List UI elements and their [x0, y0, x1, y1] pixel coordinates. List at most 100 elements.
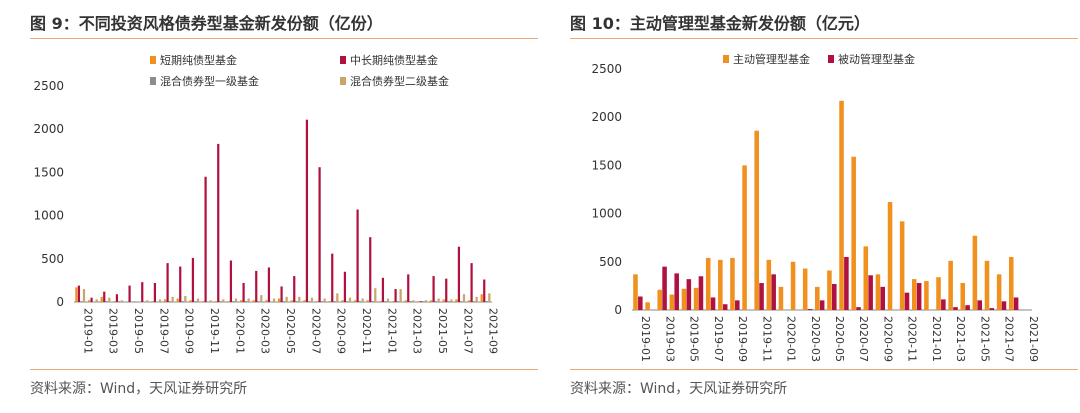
left-bar-2019-10-2	[194, 301, 197, 302]
right-bar-2019-04-0	[669, 294, 675, 310]
left-bar-2021-04-0	[417, 301, 420, 302]
right-y-tick-label: 1000	[591, 207, 622, 221]
left-bar-2019-02-1	[90, 297, 93, 302]
left-y-tick-label: 500	[41, 252, 64, 266]
left-x-tick-label: 2021-07	[461, 308, 474, 354]
left-bar-2021-04-3	[424, 300, 428, 302]
right-bar-2020-03-0	[802, 268, 808, 310]
right-x-tick-label: 2019-01	[639, 316, 652, 362]
left-bar-2021-01-2	[384, 301, 387, 302]
right-bar-2020-12-1	[916, 283, 922, 310]
left-bar-2020-11-1	[356, 209, 359, 302]
left-bar-2020-08-1	[318, 167, 321, 302]
right-x-tick-label: 2021-03	[954, 316, 967, 362]
right-bar-2019-11-1	[759, 283, 764, 310]
left-bar-2019-12-2	[219, 301, 222, 302]
right-x-tick-label: 2020-05	[833, 316, 846, 362]
left-bar-2020-07-1	[305, 119, 309, 302]
left-bar-2021-03-2	[409, 301, 412, 302]
left-bar-2021-05-0	[429, 300, 433, 302]
left-bar-2020-02-0	[239, 300, 243, 302]
left-bar-2019-12-1	[217, 143, 220, 302]
right-x-tick-label: 2019-09	[736, 316, 749, 362]
left-x-tick-label: 2021-03	[411, 308, 424, 354]
right-x-tick-label: 2021-09	[1027, 316, 1040, 362]
left-bar-2020-09-0	[328, 301, 331, 302]
left-x-tick-label: 2020-09	[335, 308, 348, 354]
right-bar-2021-08-1	[1013, 297, 1019, 310]
left-bar-2019-05-3	[133, 301, 136, 302]
left-bar-2019-09-2	[181, 301, 184, 302]
left-bar-2020-09-2	[333, 301, 336, 302]
right-x-tick-label: 2019-03	[663, 316, 676, 362]
left-x-tick-label: 2020-03	[259, 308, 272, 354]
right-bar-2021-01-0	[924, 281, 929, 310]
right-y-tick-label: 2000	[591, 110, 622, 124]
left-bar-2019-01-3	[82, 289, 86, 302]
right-bar-2019-09-0	[730, 257, 735, 310]
right-bar-2019-03-1	[662, 266, 667, 310]
left-bottom-divider	[30, 369, 538, 370]
right-y-tick-label: 1500	[591, 158, 622, 172]
right-x-tick-label: 2020-01	[785, 316, 798, 362]
left-bar-2019-10-3	[196, 298, 200, 302]
left-bar-2019-01-0	[75, 287, 78, 302]
left-bar-2020-04-3	[272, 298, 276, 302]
left-bar-2019-11-3	[209, 300, 212, 302]
left-bar-2020-04-0	[265, 300, 268, 302]
left-bar-2019-08-1	[166, 263, 169, 302]
left-bar-2019-03-0	[100, 296, 103, 302]
left-bar-2019-04-3	[120, 300, 124, 302]
left-bar-2019-02-3	[95, 299, 98, 302]
left-x-tick-label: 2020-11	[360, 308, 373, 354]
left-bar-2021-02-3	[399, 289, 402, 302]
left-bar-2020-05-0	[277, 298, 281, 302]
left-y-tick-label: 1000	[33, 209, 64, 223]
left-bar-2020-07-2	[308, 301, 311, 302]
left-bar-2020-07-0	[303, 300, 306, 302]
right-bar-2020-06-1	[844, 256, 849, 310]
right-bar-2019-01-1	[638, 296, 643, 310]
right-y-tick-label: 500	[599, 255, 622, 269]
left-bar-2020-12-2	[371, 301, 374, 302]
left-bar-2021-07-3	[462, 294, 466, 302]
right-bar-2019-09-1	[735, 300, 740, 310]
left-bar-2020-09-1	[331, 253, 334, 302]
left-bar-2019-12-3	[222, 299, 225, 302]
left-bar-2020-12-0	[366, 300, 369, 302]
left-bar-2020-08-2	[321, 301, 324, 302]
left-legend-label: 混合债券型一级基金	[160, 74, 259, 88]
left-bar-2021-04-1	[419, 301, 423, 302]
left-bar-2021-01-3	[386, 298, 390, 302]
left-x-tick-label: 2021-01	[385, 308, 398, 354]
right-x-tick-label: 2020-07	[857, 316, 870, 362]
left-y-tick-label: 0	[56, 295, 64, 309]
left-legend-swatch	[340, 77, 346, 85]
right-bar-chart: 0 500 1000 1500 2000 2500 2019-01 2019-03 2019-0…	[591, 52, 1040, 362]
left-bar-2020-01-0	[227, 301, 230, 302]
left-y-tick-label: 1500	[33, 165, 64, 179]
left-bar-2020-12-3	[374, 288, 377, 302]
left-x-tick-label: 2021-05	[436, 308, 449, 354]
left-bar-2020-01-2	[232, 301, 235, 302]
right-x-tick-label: 2021-01	[930, 316, 943, 362]
left-bar-2021-07-2	[460, 301, 463, 302]
right-bar-2021-03-0	[948, 260, 953, 310]
left-bar-2019-02-0	[87, 300, 91, 302]
right-bar-2021-05-0	[972, 235, 978, 310]
left-bar-2020-06-2	[295, 301, 298, 302]
left-bar-2019-04-0	[113, 301, 116, 302]
left-bar-2019-09-1	[179, 266, 182, 302]
right-bar-2021-04-1	[965, 305, 970, 310]
right-bottom-divider	[570, 369, 1078, 370]
left-bar-2021-02-1	[394, 289, 397, 302]
left-bar-2021-01-1	[381, 277, 385, 302]
right-bar-2019-05-0	[681, 288, 687, 310]
left-bar-2019-09-3	[184, 295, 187, 302]
left-bar-2021-09-1	[483, 279, 486, 302]
left-chart-title: 图 9：不同投资风格债券型基金新发份额（亿份）	[30, 14, 383, 33]
left-bar-2021-07-1	[457, 246, 461, 302]
right-bar-2020-04-1	[819, 300, 825, 310]
right-bar-2020-08-1	[868, 275, 873, 310]
left-bar-2019-01-1	[77, 285, 81, 302]
